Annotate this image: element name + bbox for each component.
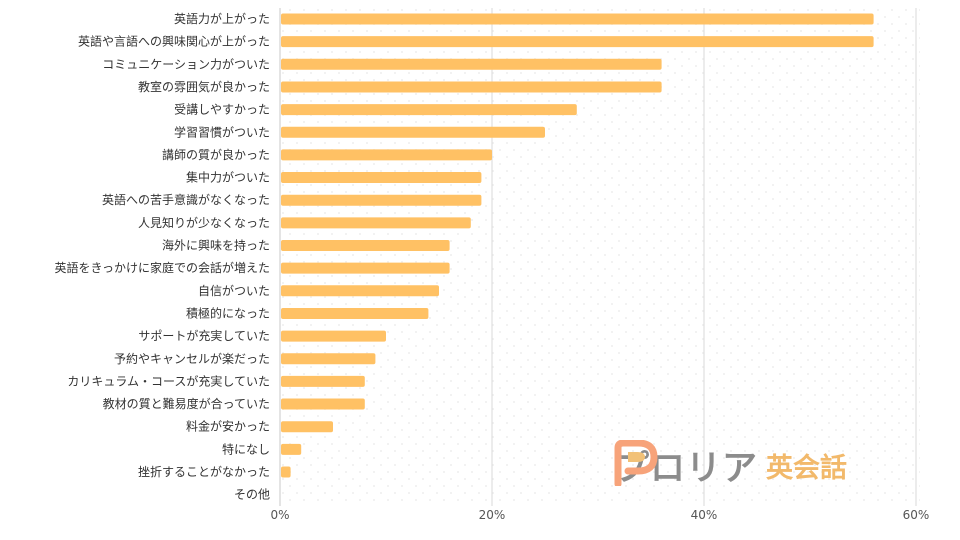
- category-label: その他: [234, 488, 270, 502]
- x-tick-label: 60%: [903, 508, 930, 522]
- x-tick-label: 40%: [691, 508, 718, 522]
- category-label: 学習習慣がついた: [174, 124, 270, 139]
- logo-sub: 英会話: [766, 452, 848, 484]
- bar: [281, 36, 874, 48]
- category-label: 英語や言語への興味関心が上がった: [78, 34, 270, 49]
- bar: [281, 262, 450, 274]
- proria-logo-icon: [614, 440, 658, 486]
- bar: [281, 330, 386, 342]
- category-label: 人見知りが少なくなった: [138, 215, 270, 230]
- x-tick-label: 0%: [270, 508, 289, 522]
- category-label: 自信がついた: [198, 283, 270, 298]
- bar: [281, 58, 662, 70]
- category-label: 英語をきっかけに家庭での会話が増えた: [54, 260, 270, 275]
- bar: [281, 194, 482, 206]
- bar: [281, 466, 291, 478]
- bar: [281, 81, 662, 93]
- category-label: 積極的になった: [186, 305, 270, 320]
- bar: [281, 285, 439, 297]
- category-label: 予約やキャンセルが楽だった: [114, 351, 270, 366]
- category-label: 受講しやすかった: [174, 102, 270, 117]
- category-label: 特になし: [222, 441, 270, 456]
- category-label: サポートが充実していた: [138, 328, 270, 343]
- bar: [281, 375, 365, 387]
- category-label: 集中力がついた: [186, 170, 270, 185]
- category-label: 教室の雰囲気が良かった: [138, 79, 270, 94]
- bar: [281, 421, 333, 433]
- bar: [281, 353, 376, 365]
- category-label: 英語への苦手意識がなくなった: [102, 192, 270, 207]
- category-label: 料金が安かった: [186, 419, 270, 434]
- bar: [281, 104, 577, 116]
- bar: [281, 443, 302, 455]
- category-label: カリキュラム・コースが充実していた: [67, 373, 270, 388]
- bar: [281, 126, 545, 138]
- category-label: 挫折することがなかった: [138, 464, 270, 479]
- category-label: 海外に興味を持った: [162, 238, 270, 253]
- bar: [281, 13, 874, 25]
- bar: [281, 240, 450, 251]
- category-label: コミュニケーション力がついた: [102, 56, 270, 71]
- bar: [281, 172, 482, 184]
- category-label: 教材の質と難易度が合っていた: [103, 396, 270, 411]
- proria-logo: プロリア 英会話: [614, 440, 847, 490]
- category-label: 講師の質が良かった: [162, 147, 270, 162]
- bar: [281, 307, 429, 319]
- bar: [281, 149, 492, 161]
- x-tick-label: 20%: [479, 508, 506, 522]
- bar: [281, 217, 471, 229]
- bar: [281, 398, 365, 410]
- category-label: 英語力が上がった: [174, 11, 270, 26]
